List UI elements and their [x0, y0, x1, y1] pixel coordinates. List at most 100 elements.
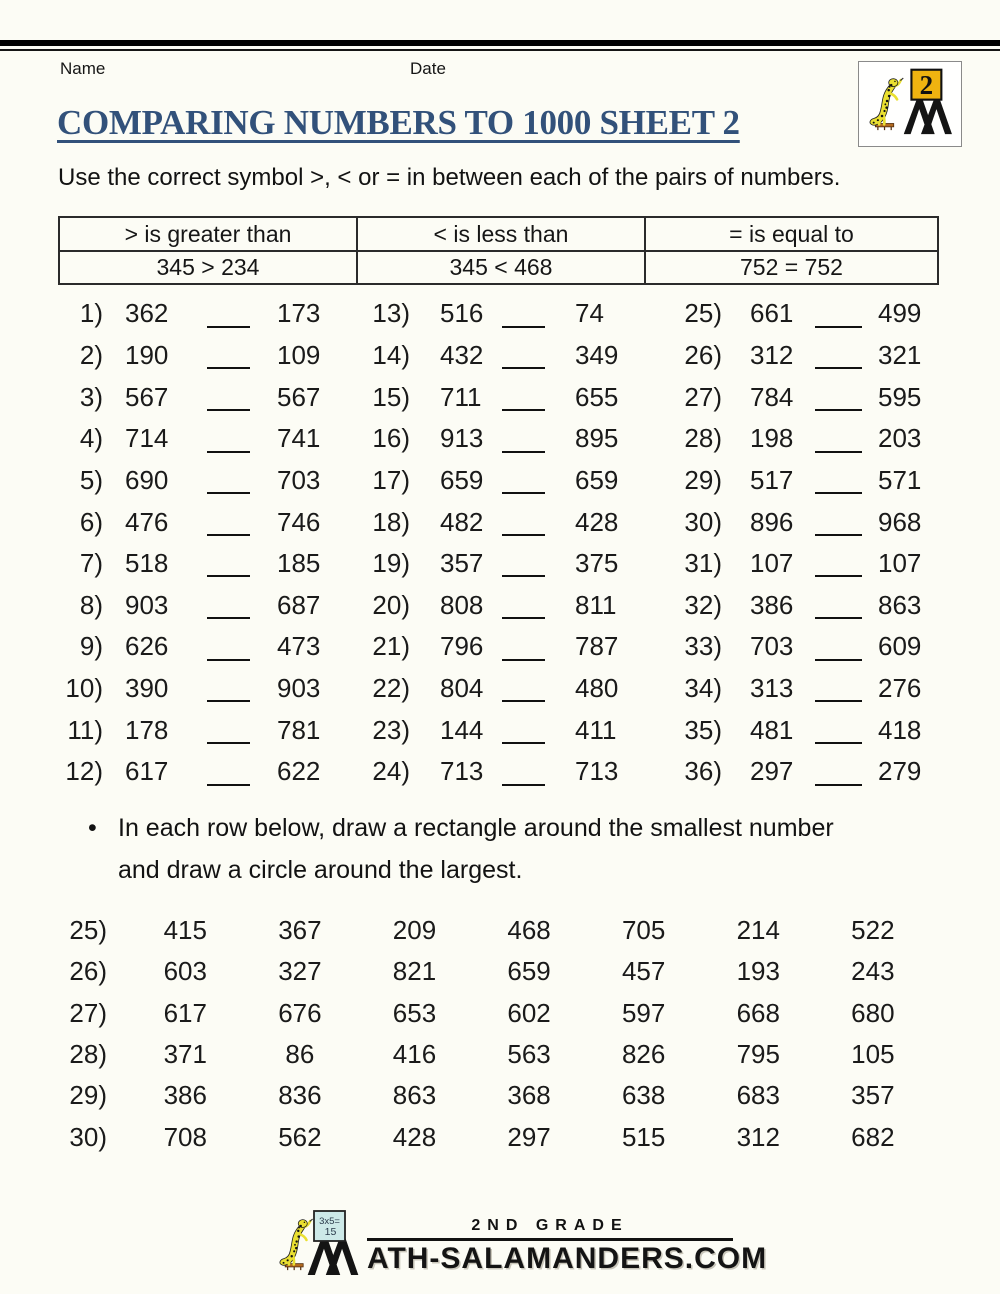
right-number: 499 [878, 298, 922, 329]
right-number: 107 [878, 548, 922, 579]
row-value: 428 [392, 1121, 437, 1152]
row-value: 597 [621, 997, 666, 1028]
row-value: 563 [507, 1039, 551, 1070]
compare-rows: 25) 415 367 209 468 705 214 522 26) 603 327 821 659 4… [46, 910, 930, 1158]
answer-blank [207, 742, 250, 745]
answer-blank [502, 617, 545, 620]
badge-number: 2 [920, 70, 934, 100]
row-value: 357 [851, 1080, 895, 1111]
left-number: 913 [440, 423, 484, 454]
row-number-label: 29) [69, 1080, 107, 1111]
problem-row: 10) 390 903 [58, 668, 320, 710]
left-number: 432 [440, 339, 484, 370]
left-number: 626 [125, 631, 169, 662]
legend-example-equal: 752 = 752 [644, 252, 937, 283]
legend-example-less: 345 < 468 [356, 252, 644, 283]
row-value: 522 [851, 915, 895, 946]
sheet-logo: 2 [858, 61, 962, 147]
problems-column-3: 25) 661 499 26) 312 321 27) 784 595 28) 198 203 29) 5… [670, 293, 926, 793]
problem-number: 2) [79, 339, 103, 370]
right-number: 473 [277, 631, 321, 662]
instruction-text: Use the correct symbol >, < or = in betw… [58, 164, 841, 191]
right-number: 203 [878, 423, 922, 454]
problem-number: 30) [684, 506, 722, 537]
whiteboard [313, 1210, 346, 1242]
left-number: 517 [750, 464, 794, 495]
row-value: 367 [278, 915, 322, 946]
problem-number: 33) [684, 631, 722, 662]
problem-number: 15) [372, 381, 410, 412]
problem-row: 9) 626 473 [58, 626, 321, 668]
problem-row: 19) 357 375 [358, 543, 621, 585]
problems-column-2: 13) 516 74 14) 432 349 15) 711 655 16) 913 895 17) 65… [358, 293, 621, 793]
answer-blank [815, 700, 862, 703]
answer-blank [815, 783, 862, 786]
left-number: 390 [125, 673, 169, 704]
left-number: 903 [125, 589, 169, 620]
right-number: 895 [575, 423, 619, 454]
right-number: 321 [878, 339, 922, 370]
date-label: Date [410, 59, 446, 78]
row-value: 705 [621, 915, 666, 946]
answer-blank [502, 742, 545, 745]
row-number-label: 30) [69, 1121, 107, 1152]
answer-blank [815, 408, 862, 411]
row-value: 638 [621, 1080, 666, 1111]
problem-number: 21) [372, 631, 410, 662]
right-number: 185 [277, 548, 321, 579]
row-value: 680 [851, 997, 895, 1028]
problem-row: 3) 567 567 [58, 376, 321, 418]
problem-row: 17) 659 659 [358, 460, 621, 502]
answer-blank [207, 450, 250, 453]
right-number: 411 [575, 714, 617, 745]
problem-number: 17) [372, 464, 410, 495]
problem-row: 14) 432 349 [358, 335, 621, 377]
right-number: 863 [878, 589, 922, 620]
problem-number: 36) [684, 756, 722, 787]
row-number-label: 28) [69, 1039, 107, 1070]
answer-blank [502, 575, 545, 578]
problem-number: 35) [684, 714, 722, 745]
answer-blank [502, 325, 545, 328]
row-value: 86 [285, 1039, 315, 1070]
problem-number: 25) [684, 298, 722, 329]
m-logo-icon [307, 1238, 359, 1275]
left-number: 107 [750, 548, 794, 579]
problem-number: 22) [372, 673, 410, 704]
answer-blank [207, 575, 250, 578]
problem-row: 26) 312 321 [670, 335, 926, 377]
answer-blank [502, 367, 545, 370]
compare-row: 26) 603 327 821 659 457 193 243 [46, 951, 930, 992]
legend-header-equal: = is equal to [644, 218, 937, 252]
row-value: 826 [621, 1039, 666, 1070]
left-number: 386 [750, 589, 794, 620]
problem-number: 11) [67, 714, 103, 745]
row-value: 457 [621, 956, 666, 987]
problem-number: 29) [684, 464, 722, 495]
problem-row: 22) 804 480 [358, 668, 621, 710]
problem-number: 27) [684, 381, 722, 412]
problem-number: 34) [684, 673, 722, 704]
row-value: 209 [392, 915, 437, 946]
left-number: 661 [750, 298, 794, 329]
salamander-badge-icon: 2 [868, 68, 952, 135]
legend-header-less: < is less than [356, 218, 644, 252]
symbol-legend-table: > is greater than < is less than = is eq… [58, 216, 939, 285]
problem-row: 32) 386 863 [670, 584, 926, 626]
left-number: 713 [440, 756, 484, 787]
problem-number: 6) [79, 506, 103, 537]
problem-row: 29) 517 571 [670, 460, 926, 502]
problem-number: 1) [79, 298, 103, 329]
problem-number: 3) [79, 381, 103, 412]
row-number-label: 27) [69, 997, 107, 1028]
answer-blank [207, 367, 250, 370]
top-border-thick [0, 40, 1000, 46]
answer-blank [502, 533, 545, 536]
answer-blank [207, 658, 250, 661]
right-number: 622 [277, 756, 321, 787]
row-value: 795 [736, 1039, 780, 1070]
left-number: 357 [440, 548, 484, 579]
problem-number: 8) [79, 589, 103, 620]
right-number: 746 [277, 506, 321, 537]
right-number: 173 [277, 298, 321, 329]
